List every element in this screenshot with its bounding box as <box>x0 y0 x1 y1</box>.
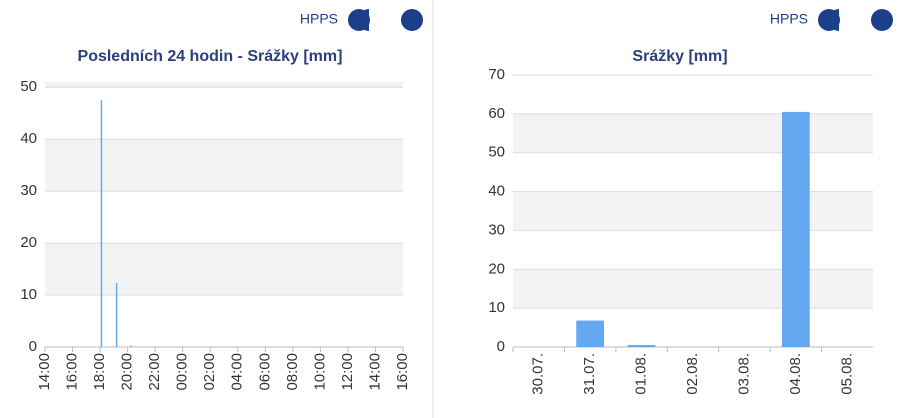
x-tick-label: 04:00 <box>229 353 246 391</box>
bar <box>781 111 810 348</box>
x-tick-label: 01.08. <box>633 353 650 395</box>
y-tick-label: 20 <box>488 260 505 277</box>
bar <box>130 345 132 347</box>
x-tick-label: 08:00 <box>284 353 301 391</box>
bar <box>115 283 118 347</box>
y-tick-label: 10 <box>488 299 505 316</box>
logo-left <box>348 9 423 31</box>
y-tick-label: 50 <box>20 78 37 95</box>
x-tick-label: 22:00 <box>146 353 163 391</box>
x-tick-label: 18:00 <box>91 353 108 391</box>
x-tick-label: 30.07. <box>530 353 547 395</box>
bar <box>100 100 103 347</box>
y-tick-label: 20 <box>20 234 37 251</box>
grid-band <box>45 139 403 192</box>
y-tick-label: 0 <box>497 338 505 355</box>
x-tick-label: 20:00 <box>119 353 136 391</box>
grid-band <box>513 113 873 153</box>
x-tick-label: 02.08. <box>684 353 701 395</box>
y-tick-label: 0 <box>29 338 37 355</box>
bar <box>627 345 656 347</box>
chart-title: Posledních 24 hodin - Srážky [mm] <box>78 48 343 65</box>
x-tick-label: 00:00 <box>174 353 191 391</box>
y-tick-label: 50 <box>488 144 505 161</box>
plot-area <box>45 82 403 347</box>
bar <box>576 320 605 347</box>
x-tick-label: 16:00 <box>394 353 411 391</box>
y-tick-label: 70 <box>488 66 505 83</box>
y-tick-label: 40 <box>488 183 505 200</box>
y-tick-label: 60 <box>488 105 505 122</box>
grid-band <box>513 269 873 309</box>
x-tick-label: 10:00 <box>311 353 328 391</box>
x-tick-label: 05.08. <box>838 353 855 395</box>
y-tick-label: 10 <box>20 286 37 303</box>
x-tick-label: 12:00 <box>339 353 356 391</box>
y-tick-label: 40 <box>20 130 37 147</box>
y-tick-label: 30 <box>20 182 37 199</box>
grid-band <box>45 82 403 88</box>
grid-band <box>45 243 403 296</box>
x-tick-label: 16:00 <box>64 353 81 391</box>
x-tick-label: 03.08. <box>735 353 752 395</box>
logo-text: HPPS <box>300 11 338 27</box>
x-tick-label: 06:00 <box>256 353 273 391</box>
x-tick-label: 14:00 <box>36 353 53 391</box>
x-tick-label: 02:00 <box>201 353 218 391</box>
chart-title: Srážky [mm] <box>632 48 727 65</box>
logo-right <box>818 9 893 31</box>
x-tick-label: 31.07. <box>581 353 598 395</box>
x-tick-label: 14:00 <box>366 353 383 391</box>
grid-band <box>513 191 873 231</box>
logo-text: HPPS <box>770 11 808 27</box>
y-tick-label: 30 <box>488 221 505 238</box>
x-tick-label: 04.08. <box>787 353 804 395</box>
